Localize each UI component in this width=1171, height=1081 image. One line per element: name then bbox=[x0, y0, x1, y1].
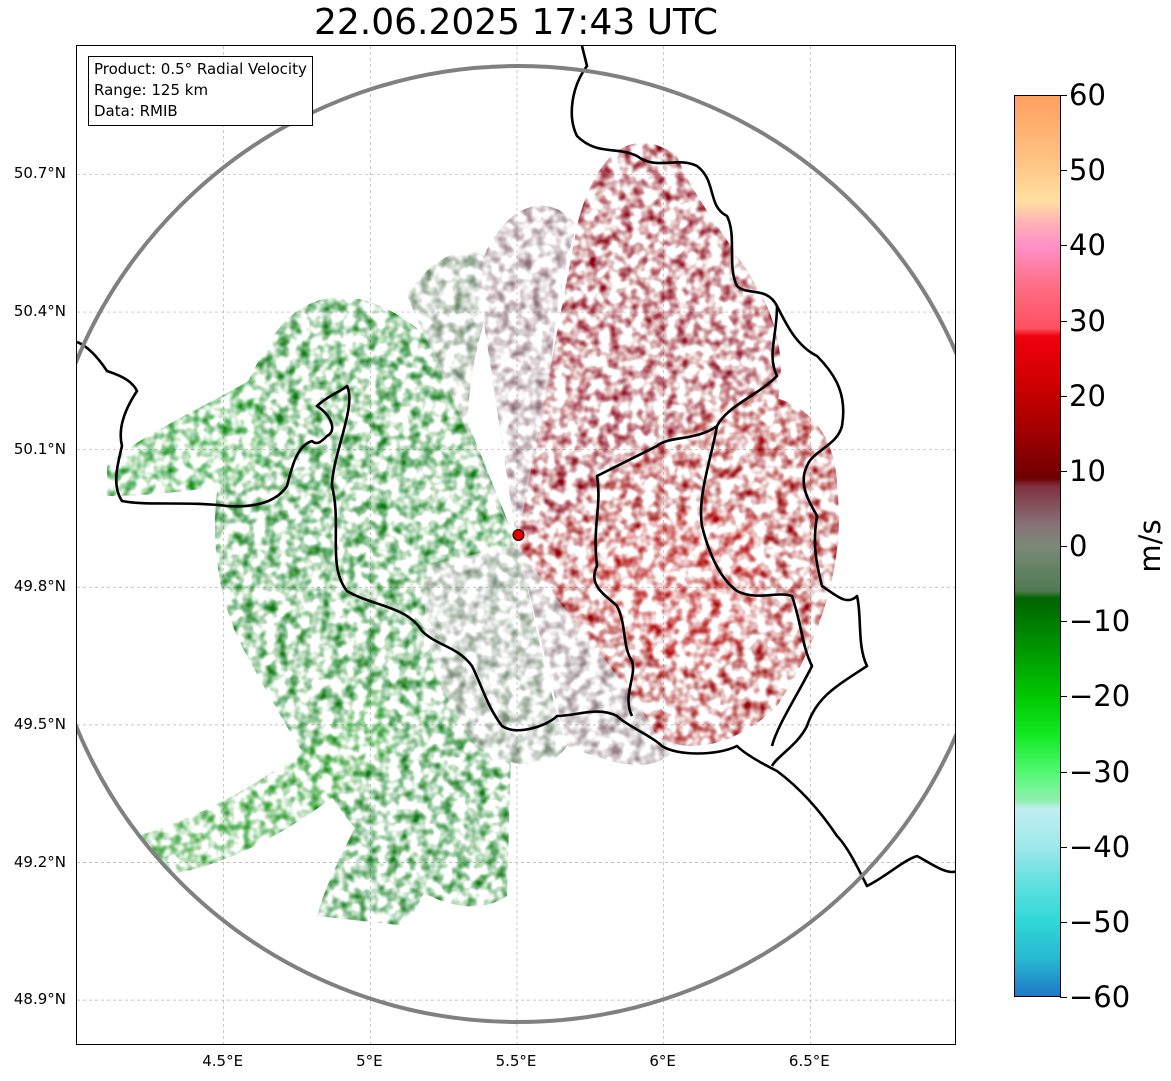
colorbar-tick-mark bbox=[1060, 771, 1067, 773]
colorbar-tick-label: 30 bbox=[1069, 303, 1106, 338]
lat-tick-label: 49.2°N bbox=[13, 852, 66, 871]
colorbar-tick-label: 40 bbox=[1069, 228, 1106, 263]
lat-tick-label: 49.8°N bbox=[13, 577, 66, 596]
colorbar-tick-mark bbox=[1060, 621, 1067, 623]
colorbar-tick-label: −60 bbox=[1069, 980, 1131, 1014]
colorbar-tick-label: 60 bbox=[1069, 78, 1106, 112]
border-germany-luxembourg bbox=[699, 425, 814, 747]
colorbar-tick-label: 50 bbox=[1069, 153, 1106, 188]
radar-map-canvas bbox=[77, 46, 955, 1044]
colorbar-tick-mark bbox=[1060, 470, 1067, 472]
border-germany-east bbox=[770, 305, 869, 767]
colorbar-tick-label: −30 bbox=[1069, 754, 1131, 789]
lon-tick-label: 4.5°E bbox=[202, 1052, 244, 1070]
colorbar-tick-mark bbox=[1060, 696, 1067, 698]
echo-zero-mauve-south bbox=[517, 544, 677, 765]
lat-tick-label: 48.9°N bbox=[13, 990, 66, 1009]
echo-inbound-south bbox=[317, 746, 497, 926]
echo-zero-green bbox=[407, 251, 517, 544]
colorbar-tick-mark bbox=[1060, 546, 1067, 547]
info-source: Data: RMIB bbox=[94, 102, 178, 120]
range-ring bbox=[77, 64, 955, 1024]
echo-inbound-southwest bbox=[137, 686, 397, 876]
colorbar-tick-mark bbox=[1060, 320, 1067, 322]
map-title: 22.06.2025 17:43 UTC bbox=[313, 2, 719, 43]
colorbar-tick-label: −20 bbox=[1069, 679, 1131, 714]
colorbar-tick-label: 0 bbox=[1069, 529, 1088, 563]
echo-zero-green-south bbox=[424, 544, 567, 765]
border-belgium-france-west bbox=[77, 340, 955, 888]
colorbar-tick-label: 10 bbox=[1069, 453, 1106, 488]
echo-inbound-west bbox=[107, 376, 267, 496]
colorbar-tick-mark bbox=[1060, 95, 1067, 96]
lon-tick-label: 5.5°E bbox=[495, 1052, 537, 1070]
colorbar-tick-mark bbox=[1060, 921, 1067, 923]
lon-tick-label: 5°E bbox=[356, 1052, 383, 1070]
velocity-echoes bbox=[107, 142, 839, 926]
info-range: Range: 125 km bbox=[94, 81, 209, 99]
colorbar-tick-mark bbox=[1060, 846, 1067, 848]
echo-field bbox=[107, 142, 839, 926]
radar-site-marker[interactable] bbox=[512, 528, 525, 541]
lat-tick-label: 50.4°N bbox=[13, 302, 66, 321]
product-info-box: Product: 0.5° Radial Velocity Range: 125… bbox=[88, 56, 313, 126]
lon-tick-label: 6.5°E bbox=[788, 1052, 830, 1070]
colorbar-tick-label: 20 bbox=[1069, 378, 1106, 413]
colorbar-tick-mark bbox=[1060, 395, 1067, 397]
border-belgium-luxembourg-north bbox=[570, 46, 779, 717]
country-borders bbox=[77, 46, 955, 888]
colorbar-tick-mark bbox=[1060, 997, 1067, 998]
colorbar-unit-label: m/s bbox=[1133, 519, 1167, 573]
colorbar-tick-mark bbox=[1060, 170, 1067, 172]
info-product: Product: 0.5° Radial Velocity bbox=[94, 60, 307, 78]
colorbar-tick-label: −40 bbox=[1069, 829, 1131, 864]
lat-tick-label: 50.7°N bbox=[13, 164, 66, 183]
colorbar-tick-mark bbox=[1060, 245, 1067, 247]
lon-tick-label: 6°E bbox=[649, 1052, 676, 1070]
echo-zero-mauve bbox=[477, 205, 577, 544]
lat-tick-label: 49.5°N bbox=[13, 714, 66, 733]
colorbar-tick-label: −50 bbox=[1069, 904, 1131, 939]
velocity-colorbar bbox=[1014, 95, 1061, 997]
colorbar-tick-label: −10 bbox=[1069, 604, 1131, 639]
lat-tick-label: 50.1°N bbox=[13, 439, 66, 458]
radar-map[interactable] bbox=[76, 45, 956, 1045]
